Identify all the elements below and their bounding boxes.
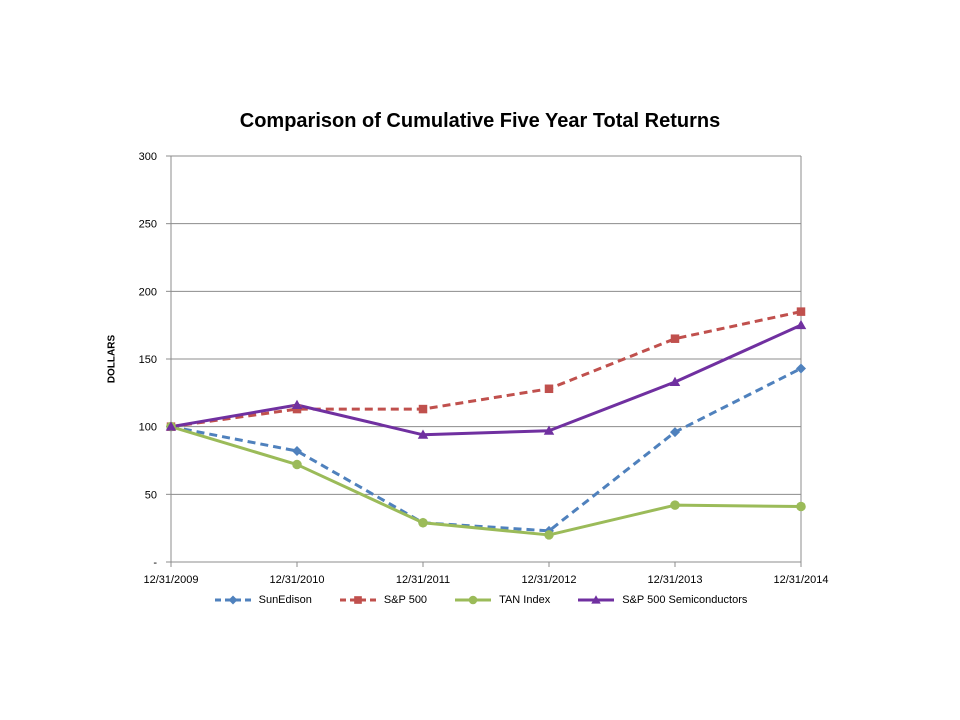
series-line-1 xyxy=(170,367,802,533)
gridlines xyxy=(171,155,801,495)
legend-marker xyxy=(354,596,362,604)
series-line-2 xyxy=(170,310,802,429)
legend-item: S&P 500 xyxy=(338,594,427,606)
data-point xyxy=(291,399,303,410)
data-point xyxy=(669,376,681,387)
legend-label: S&P 500 xyxy=(383,594,428,606)
chart-title: Comparison of Cumulative Five Year Total… xyxy=(239,110,721,132)
legend-marker xyxy=(228,595,238,605)
series-markers xyxy=(165,307,807,540)
y-tick-label: 250 xyxy=(139,219,157,231)
series-lines xyxy=(170,310,802,537)
x-tick-label: 12/31/2011 xyxy=(396,574,450,586)
data-point xyxy=(417,429,429,439)
data-point xyxy=(418,518,428,528)
y-tick-label: 150 xyxy=(139,354,157,366)
legend-marker xyxy=(591,595,601,604)
legend-swatch xyxy=(578,595,615,604)
legend-swatch xyxy=(214,595,251,605)
data-point xyxy=(670,427,680,438)
data-point xyxy=(670,334,680,343)
x-tick-label: 12/31/2009 xyxy=(143,574,198,586)
legend-marker xyxy=(468,595,478,605)
data-point xyxy=(543,425,555,435)
data-point xyxy=(418,404,428,414)
axes xyxy=(166,155,802,567)
x-tick-label: 12/31/2013 xyxy=(647,574,702,586)
data-point xyxy=(292,459,302,470)
y-tick-label: 300 xyxy=(139,151,157,163)
series-line-4 xyxy=(170,323,802,437)
x-tick-label: 12/31/2014 xyxy=(773,574,828,586)
legend-item: SunEdison xyxy=(213,594,312,606)
legend-label: TAN Index xyxy=(499,594,551,606)
x-tick-label: 12/31/2010 xyxy=(269,574,324,586)
data-point xyxy=(544,384,554,394)
data-point xyxy=(795,319,807,330)
data-point xyxy=(292,446,302,457)
legend-swatch xyxy=(339,596,376,604)
legend-swatch xyxy=(455,595,492,605)
data-point xyxy=(796,501,806,512)
legend-label: SunEdison xyxy=(258,594,312,606)
legend: SunEdison S&P 500 TAN Index S&P 500 Semicon… xyxy=(0,594,960,606)
y-tick-label: 200 xyxy=(139,286,157,298)
y-tick-label: - xyxy=(153,557,157,569)
legend-item: TAN Index xyxy=(453,594,550,606)
x-tick-label: 12/31/2012 xyxy=(521,574,576,586)
data-point xyxy=(544,530,554,540)
series-line-3 xyxy=(170,425,802,537)
data-point xyxy=(292,404,302,414)
y-tick-label: 100 xyxy=(139,422,157,434)
y-tick-label: 50 xyxy=(145,489,157,501)
legend-label: S&P 500 Semiconductors xyxy=(622,594,748,606)
data-point xyxy=(796,307,806,316)
data-point xyxy=(796,363,806,374)
data-point xyxy=(670,500,680,510)
tick-labels: - 50 100 150 200 250 300 12/31/2009 12/31/2010 12… xyxy=(139,151,829,586)
legend-item: S&P 500 Semiconductors xyxy=(576,594,747,606)
data-point xyxy=(165,421,177,431)
